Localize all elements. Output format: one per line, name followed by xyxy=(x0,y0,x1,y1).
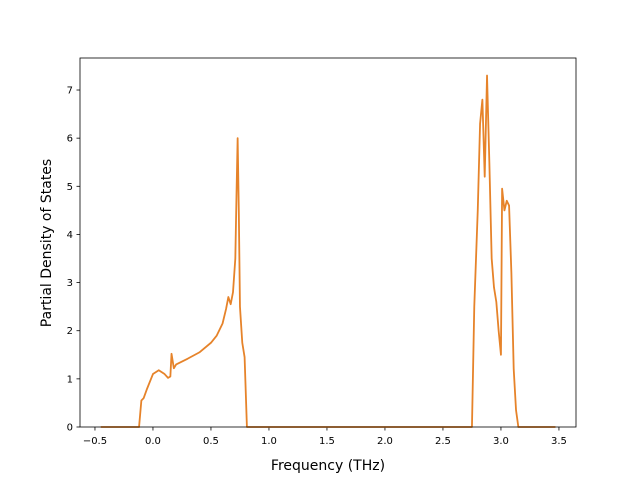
y-tick-label: 7 xyxy=(67,86,73,97)
y-axis-label: Partial Density of States xyxy=(39,159,55,327)
y-tick-label: 6 xyxy=(67,134,73,145)
y-tick-label: 3 xyxy=(67,278,73,289)
x-tick-label: −0.5 xyxy=(83,436,107,447)
y-tick-label: 5 xyxy=(67,182,73,193)
x-tick-label: 3.0 xyxy=(493,436,509,447)
x-tick-label: 2.5 xyxy=(435,436,451,447)
x-tick-label: 1.0 xyxy=(261,436,277,447)
x-tick-label: 2.0 xyxy=(377,436,393,447)
y-tick-label: 0 xyxy=(67,423,73,434)
y-tick-label: 1 xyxy=(67,374,73,385)
y-tick-label: 2 xyxy=(67,326,73,337)
y-tick-label: 4 xyxy=(67,230,73,241)
x-tick-label: 0.5 xyxy=(203,436,219,447)
x-tick-label: 3.5 xyxy=(551,436,567,447)
line-series xyxy=(100,74,556,428)
plot-frame xyxy=(79,57,577,428)
x-tick-label: 1.5 xyxy=(319,436,335,447)
x-tick-label: 0.0 xyxy=(145,436,161,447)
x-axis-label: Frequency (THz) xyxy=(271,458,385,474)
